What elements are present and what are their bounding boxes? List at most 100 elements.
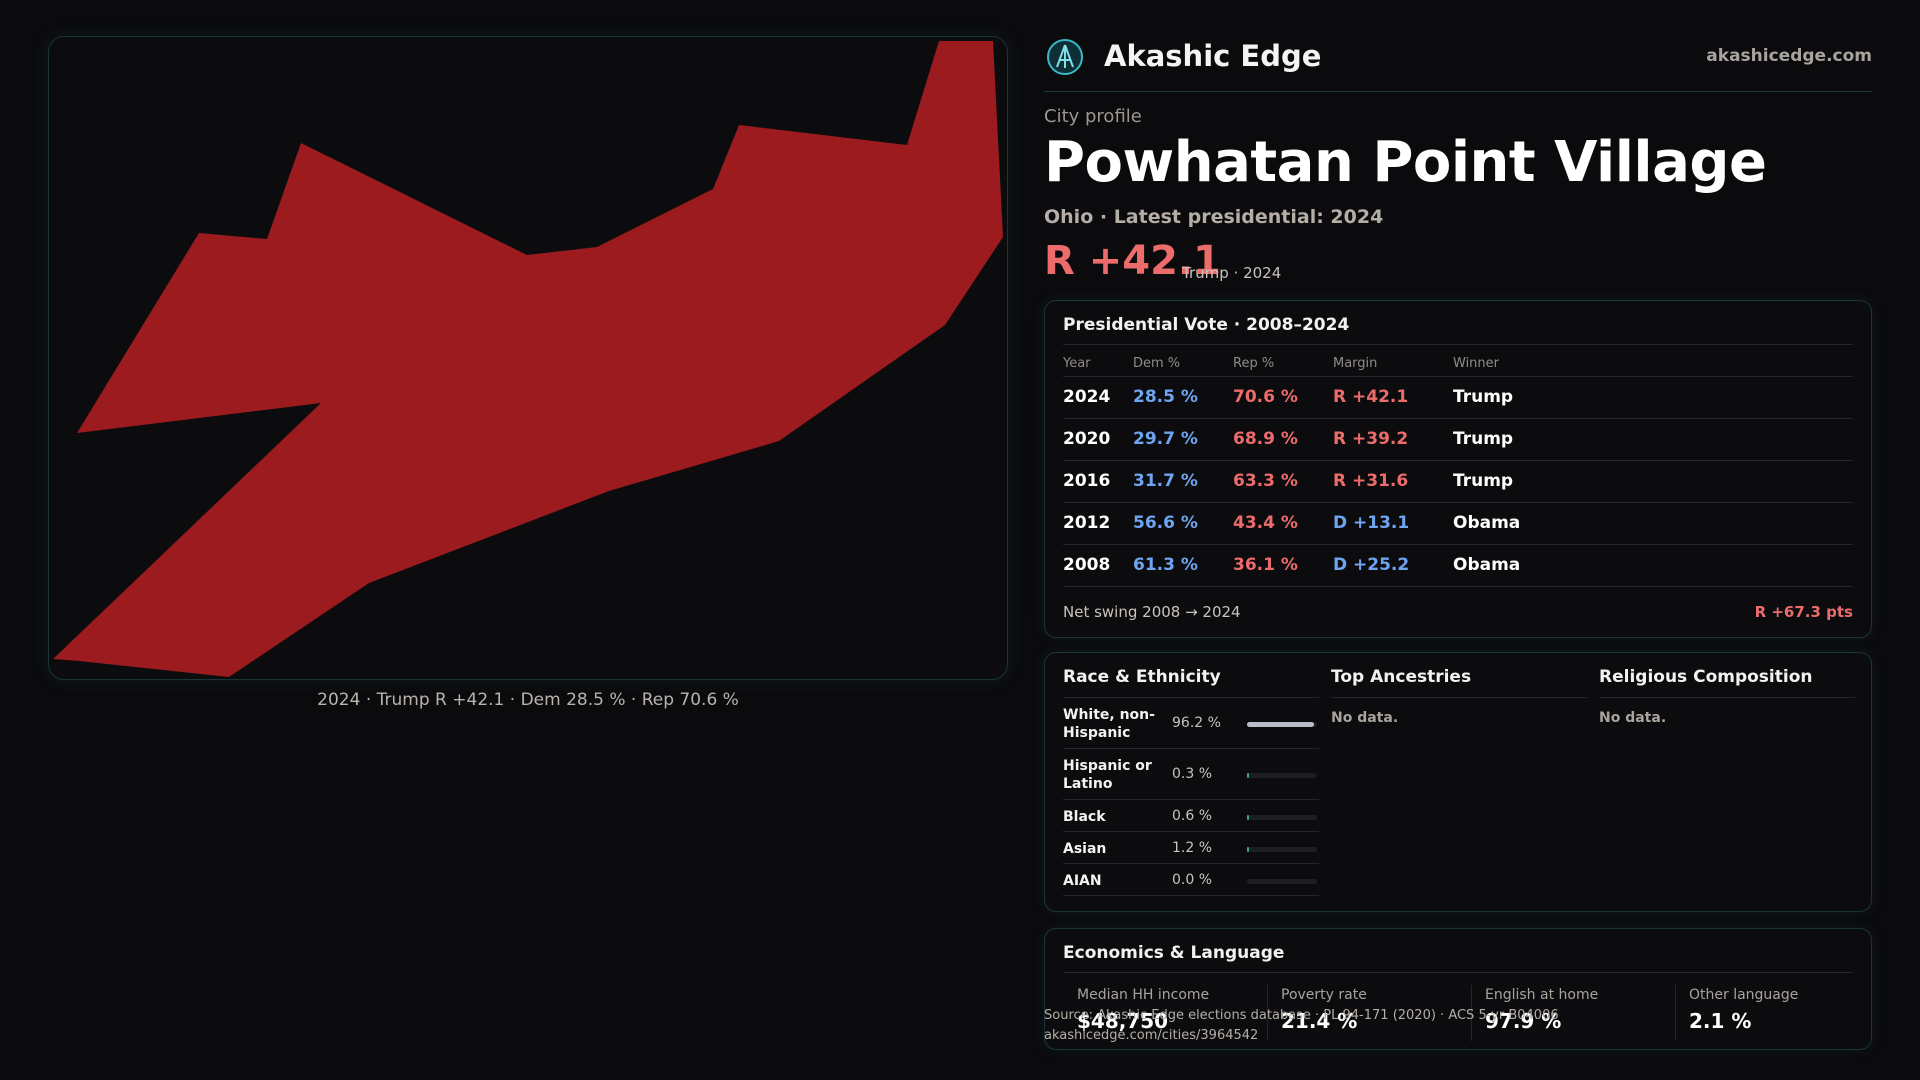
race-bar-track: [1247, 722, 1317, 727]
ancestry-nodata: No data.: [1331, 710, 1399, 726]
header: Akashic Edge akashicedge.com: [1044, 30, 1872, 92]
dem-cell: 56.6 %: [1133, 513, 1198, 533]
stat-divider: [1471, 985, 1472, 1041]
vote-card-title: Presidential Vote · 2008–2024: [1063, 315, 1350, 335]
race-pct: 96.2 %: [1172, 715, 1221, 731]
stat-value: $48,750: [1077, 1009, 1169, 1033]
race-pct: 0.6 %: [1172, 808, 1213, 824]
race-name: Hispanic or Latino: [1063, 758, 1152, 792]
stat-median-income: Median HH income $48,750: [1077, 987, 1209, 1039]
year-cell: 2020: [1063, 429, 1111, 449]
race-name: White, non-Hispanic: [1063, 707, 1155, 741]
page-title: Powhatan Point Village: [1044, 130, 1767, 195]
presidential-vote-card: Presidential Vote · 2008–2024 Year Dem %…: [1044, 300, 1872, 638]
stat-label: Median HH income: [1077, 987, 1210, 1003]
race-bar-fill: [1247, 815, 1249, 820]
table-row: 2020 29.7 % 68.9 % R +39.2 Trump: [1063, 419, 1853, 461]
race-name: Asian: [1063, 841, 1107, 857]
stat-divider: [1267, 985, 1268, 1041]
profile-column: Akashic Edge akashicedge.com City profil…: [1044, 0, 1872, 1080]
table-row: 2008 61.3 % 36.1 % D +25.2 Obama: [1063, 545, 1853, 587]
year-cell: 2024: [1063, 387, 1111, 407]
race-title: Race & Ethnicity: [1063, 667, 1319, 698]
page-subtitle: Ohio · Latest presidential: 2024: [1044, 206, 1384, 228]
source-line: Source: Akashic Edge elections database …: [1044, 1008, 1559, 1023]
demographics-card: Race & Ethnicity White, non-Hispanic 96.…: [1044, 652, 1872, 912]
year-cell: 2016: [1063, 471, 1111, 491]
dem-cell: 28.5 %: [1133, 387, 1198, 407]
race-row: Asian 1.2 %: [1063, 832, 1319, 864]
dem-cell: 31.7 %: [1133, 471, 1198, 491]
table-row: 2024 28.5 % 70.6 % R +42.1 Trump: [1063, 377, 1853, 419]
margin-cell: R +39.2: [1333, 429, 1409, 449]
stat-value: 21.4 %: [1281, 1009, 1358, 1033]
source-note: Source: Akashic Edge elections database …: [1044, 1006, 1559, 1046]
rep-cell: 36.1 %: [1233, 555, 1298, 575]
rep-cell: 70.6 %: [1233, 387, 1298, 407]
rep-cell: 43.4 %: [1233, 513, 1298, 533]
stat-label: Poverty rate: [1281, 987, 1367, 1003]
ancestry-title: Top Ancestries: [1331, 667, 1587, 698]
col-rep-header: Rep %: [1233, 356, 1275, 371]
year-cell: 2008: [1063, 555, 1111, 575]
brand-name: Akashic Edge: [1104, 39, 1322, 73]
col-year-header: Year: [1063, 356, 1091, 371]
city-boundary-shape: [53, 41, 1003, 677]
stat-divider: [1675, 985, 1676, 1041]
table-row: 2016 31.7 % 63.3 % R +31.6 Trump: [1063, 461, 1853, 503]
race-bar-track: [1247, 815, 1317, 820]
margin-cell: D +13.1: [1333, 513, 1410, 533]
stat-value: 2.1 %: [1689, 1009, 1752, 1033]
stat-label: Other language: [1689, 987, 1799, 1003]
stat-other-language: Other language 2.1 %: [1689, 987, 1798, 1039]
map-caption: 2024 · Trump R +42.1 · Dem 28.5 % · Rep …: [317, 690, 739, 710]
stat-value: 97.9 %: [1485, 1009, 1562, 1033]
race-pct: 0.0 %: [1172, 872, 1213, 888]
col-margin-header: Margin: [1333, 356, 1378, 371]
col-dem-header: Dem %: [1133, 356, 1181, 371]
vote-table-header: Year Dem % Rep % Margin Winner: [1063, 351, 1853, 377]
divider: [1063, 972, 1853, 973]
race-bar-fill: [1247, 773, 1249, 778]
race-name: AIAN: [1063, 873, 1102, 889]
race-bar-fill: [1247, 847, 1249, 852]
year-cell: 2012: [1063, 513, 1111, 533]
religion-nodata: No data.: [1599, 710, 1667, 726]
race-row: Black 0.6 %: [1063, 800, 1319, 832]
dem-cell: 61.3 %: [1133, 555, 1198, 575]
net-swing-label: Net swing 2008 → 2024: [1063, 603, 1241, 621]
divider: [1063, 344, 1853, 345]
net-swing-value: R +67.3 pts: [1754, 603, 1853, 621]
ancestries-section: Top Ancestries No data.: [1331, 667, 1587, 726]
site-link[interactable]: akashicedge.com: [1706, 46, 1872, 66]
dem-cell: 29.7 %: [1133, 429, 1198, 449]
stat-english-at-home: English at home 97.9 %: [1485, 987, 1598, 1039]
city-boundary-map: [53, 41, 1003, 677]
winner-cell: Obama: [1453, 513, 1521, 533]
winner-cell: Trump: [1453, 471, 1514, 491]
economics-card: Economics & Language Median HH income $4…: [1044, 928, 1872, 1050]
margin-cell: R +31.6: [1333, 471, 1409, 491]
race-ethnicity-section: Race & Ethnicity White, non-Hispanic 96.…: [1063, 667, 1319, 896]
race-bar-track: [1247, 773, 1317, 778]
table-row: 2012 56.6 % 43.4 % D +13.1 Obama: [1063, 503, 1853, 545]
col-winner-header: Winner: [1453, 356, 1500, 371]
economics-title: Economics & Language: [1063, 943, 1285, 963]
race-name: Black: [1063, 809, 1106, 825]
stat-poverty-rate: Poverty rate 21.4 %: [1281, 987, 1367, 1039]
winner-cell: Trump: [1453, 429, 1514, 449]
race-row: White, non-Hispanic 96.2 %: [1063, 698, 1319, 749]
source-url[interactable]: akashicedge.com/cities/3964542: [1044, 1028, 1259, 1043]
margin-cell: D +25.2: [1333, 555, 1410, 575]
race-bar-fill: [1247, 722, 1315, 727]
race-row: Hispanic or Latino 0.3 %: [1063, 749, 1319, 800]
race-row: AIAN 0.0 %: [1063, 864, 1319, 896]
race-pct: 1.2 %: [1172, 840, 1213, 856]
latest-margin: R +42.1: [1044, 238, 1221, 284]
map-panel: [48, 36, 1008, 680]
religion-title: Religious Composition: [1599, 667, 1855, 698]
margin-cell: R +42.1: [1333, 387, 1409, 407]
stat-label: English at home: [1485, 987, 1599, 1003]
winner-cell: Trump: [1453, 387, 1514, 407]
race-pct: 0.3 %: [1172, 766, 1213, 782]
